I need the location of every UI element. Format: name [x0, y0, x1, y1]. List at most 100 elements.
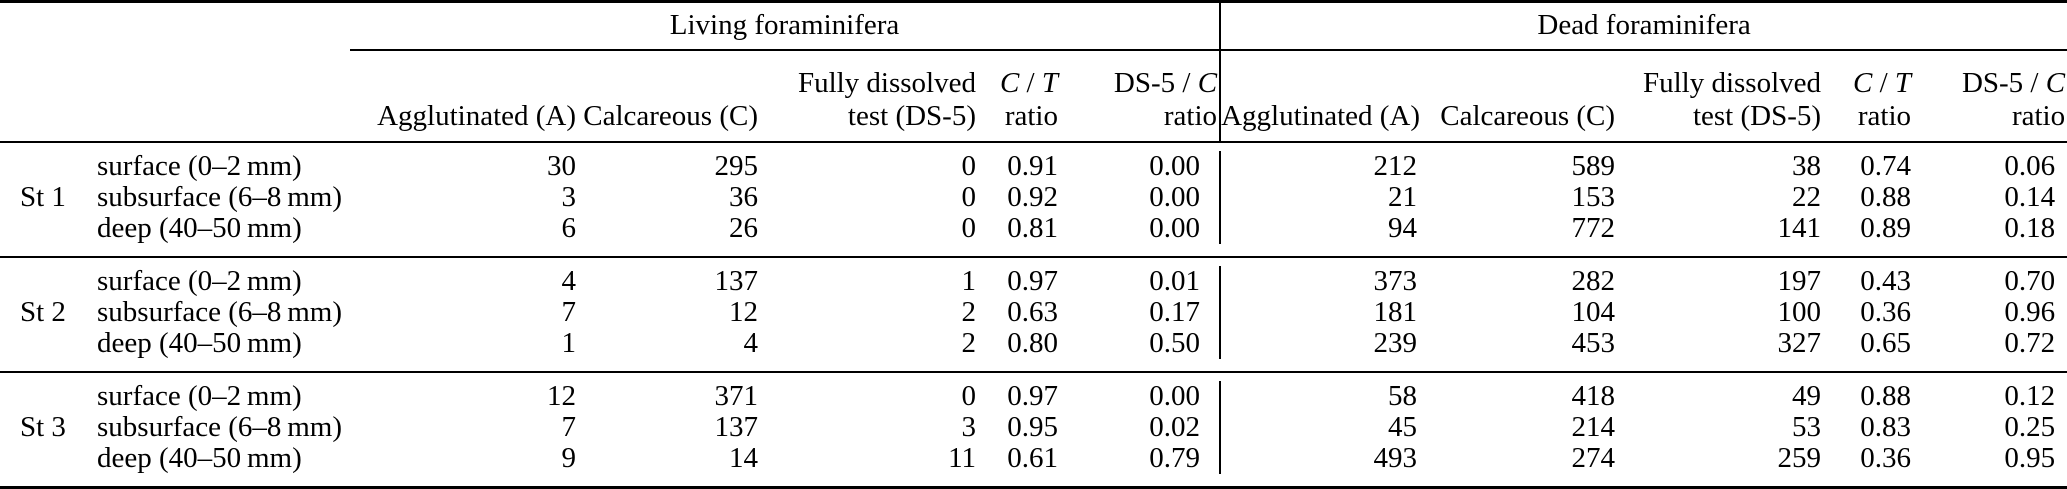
- dead-value: 282: [1571, 264, 1616, 297]
- dead-value: 49: [1792, 379, 1822, 412]
- dead-value: 0.74: [1860, 149, 1912, 182]
- ct-denominator: T: [1894, 66, 1912, 99]
- dead-value: 58: [1219, 380, 1423, 412]
- table-header: Living foraminifera Dead foraminifera Ag…: [0, 1, 2067, 143]
- header-line: C / T: [978, 67, 1058, 100]
- living-value: 0.92: [1007, 180, 1058, 213]
- living-value: 26: [729, 211, 758, 244]
- dead-value: 0.36: [1860, 295, 1912, 328]
- living-value: 4: [561, 264, 577, 297]
- living-value: 0.95: [1007, 410, 1058, 443]
- depth-label: deep (40–50 mm): [97, 326, 302, 359]
- column-header-row: Agglutinated (A) Calcareous (C) Fully di…: [0, 49, 2067, 143]
- header-line: Agglutinated (A): [1221, 99, 1421, 132]
- header-line: ratio: [2011, 99, 2066, 132]
- table-row: deep (40–50 mm) 1 4 2 0.80 0.50 239 453 327 0.65 0…: [0, 326, 2067, 359]
- station-label: [0, 328, 95, 359]
- depth-label: deep (40–50 mm): [97, 441, 302, 474]
- station-block-2: surface (0–2 mm) 4 137 1 0.97 0.01 373 282 197 0.…: [0, 256, 2067, 372]
- living-value: 14: [729, 441, 758, 474]
- dead-value: 214: [1571, 410, 1616, 443]
- dead-value: 0.70: [2004, 264, 2056, 297]
- dead-value: 0.25: [2004, 410, 2056, 443]
- header-line: DS-5 / C: [1913, 67, 2065, 100]
- dead-value: 772: [1571, 211, 1616, 244]
- dead-value: 0.83: [1860, 410, 1912, 443]
- dead-value: 38: [1792, 149, 1822, 182]
- living-value: 0.79: [1149, 441, 1201, 474]
- dead-value: 0.88: [1860, 180, 1912, 213]
- living-value: 12: [547, 379, 576, 412]
- living-value: 371: [714, 379, 759, 412]
- living-value: 1: [961, 264, 977, 297]
- dead-value: 181: [1219, 296, 1423, 328]
- station-label: [0, 213, 95, 244]
- spacer-row: [0, 474, 2067, 488]
- living-value: 0.81: [1007, 211, 1058, 244]
- living-value: 137: [714, 264, 759, 297]
- ds5c-prefix: DS-5 /: [1961, 66, 2046, 99]
- dead-value: 104: [1571, 295, 1616, 328]
- header-line: ratio: [1163, 99, 1218, 132]
- dead-value: 94: [1219, 212, 1423, 244]
- depth-label: surface (0–2 mm): [97, 149, 302, 182]
- living-value: 2: [961, 326, 977, 359]
- dead-value: 239: [1219, 327, 1423, 359]
- living-value: 0.00: [1149, 180, 1201, 213]
- table-row: St 1 subsurface (6–8 mm) 3 36 0 0.92 0.00 21 153…: [0, 180, 2067, 213]
- header-line: DS-5 / C: [1060, 67, 1217, 100]
- dead-value: 0.96: [2004, 295, 2056, 328]
- living-value: 137: [714, 410, 759, 443]
- living-value: 3: [561, 180, 577, 213]
- ds5c-c: C: [2045, 66, 2066, 99]
- col-header-dead-ds5c-ratio: DS-5 / C ratio: [1913, 49, 2067, 143]
- depth-label: deep (40–50 mm): [97, 211, 302, 244]
- stub-cell: [0, 2, 350, 50]
- depth-label: subsurface (6–8 mm): [97, 180, 342, 213]
- header-line: C / T: [1823, 67, 1911, 100]
- living-value: 0.91: [1007, 149, 1058, 182]
- living-value: 12: [729, 295, 758, 328]
- dead-value: 0.72: [2004, 326, 2056, 359]
- dead-value: 0.18: [2004, 211, 2056, 244]
- dead-value: 53: [1792, 410, 1822, 443]
- living-value: 0.97: [1007, 264, 1058, 297]
- living-value: 11: [948, 441, 976, 474]
- living-value: 3: [961, 410, 977, 443]
- depth-label: subsurface (6–8 mm): [97, 295, 342, 328]
- living-value: 0: [961, 149, 977, 182]
- ct-slash: /: [1019, 66, 1042, 99]
- table-row: deep (40–50 mm) 9 14 11 0.61 0.79 493 274 259 0.3…: [0, 441, 2067, 474]
- header-line: ratio: [1004, 99, 1058, 132]
- station-label: [0, 266, 95, 297]
- col-header-dead-fully-dissolved: Fully dissolved test (DS-5): [1617, 49, 1824, 143]
- station-label: St 3: [20, 410, 66, 443]
- table-row: surface (0–2 mm) 12 371 0 0.97 0.00 58 418 49 0.8…: [0, 379, 2067, 412]
- dead-value: 0.36: [1860, 441, 1912, 474]
- living-value: 6: [561, 211, 577, 244]
- dead-value: 0.12: [2004, 379, 2056, 412]
- depth-label: surface (0–2 mm): [97, 264, 302, 297]
- living-value: 0.01: [1149, 264, 1201, 297]
- group-header-dead: Dead foraminifera: [1219, 1, 2067, 51]
- dead-value: 153: [1571, 180, 1616, 213]
- living-value: 0.97: [1007, 379, 1058, 412]
- table-row: surface (0–2 mm) 30 295 0 0.91 0.00 212 589 38 0.…: [0, 149, 2067, 182]
- dead-value: 259: [1777, 441, 1822, 474]
- dead-value: 453: [1571, 326, 1616, 359]
- header-line: ratio: [1857, 99, 1912, 132]
- living-value: 7: [561, 295, 577, 328]
- living-value: 0: [961, 379, 977, 412]
- col-header-living-ct-ratio: C / T ratio: [978, 49, 1060, 143]
- group-header-row: Living foraminifera Dead foraminifera: [0, 1, 2067, 51]
- dead-value: 589: [1571, 149, 1616, 182]
- living-value: 30: [547, 149, 576, 182]
- living-value: 0.00: [1149, 149, 1201, 182]
- ct-slash: /: [1872, 66, 1895, 99]
- dead-value: 373: [1219, 265, 1423, 297]
- living-value: 0.50: [1149, 326, 1201, 359]
- table-row: deep (40–50 mm) 6 26 0 0.81 0.00 94 772 141 0.89 0…: [0, 211, 2067, 244]
- station-label: St 2: [20, 295, 66, 328]
- header-line: Fully dissolved: [1642, 66, 1822, 99]
